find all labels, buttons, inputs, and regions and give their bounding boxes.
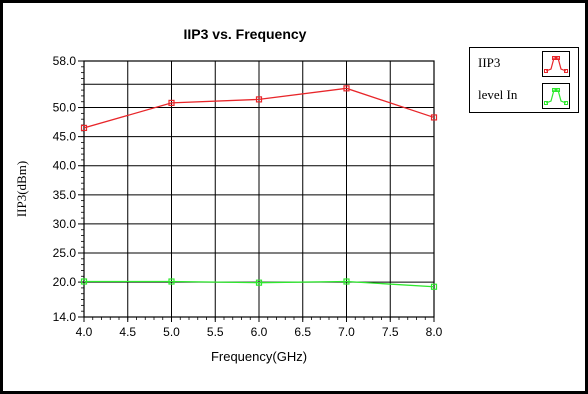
data-point [255,279,263,286]
x-tick-label: 6.5 [294,325,311,339]
x-axis-label: Frequency(GHz) [211,349,307,364]
data-point [343,85,350,92]
chart-title: IIP3 vs. Frequency [184,26,307,42]
y-tick-label: 14.0 [53,310,77,324]
x-tick-label: 4.5 [119,325,136,339]
data-point [430,283,438,290]
data-point [80,124,88,132]
x-tick-label: 4.0 [76,325,93,339]
data-point [255,96,263,103]
x-tick-label: 5.5 [207,325,224,339]
legend-swatch-level-in [542,83,570,109]
y-tick-label: 58.0 [53,54,77,68]
legend-item-level-in[interactable]: level In [470,81,578,111]
data-point [343,278,350,285]
y-tick-label: 20.0 [53,275,77,289]
series-line [84,280,435,288]
legend-swatch-iip3 [542,51,570,77]
series-line [83,87,435,129]
y-tick-label: 50.0 [53,101,77,115]
legend-label: IIP3 [478,55,501,70]
x-tick-label: 7.5 [382,325,399,339]
data-point [80,278,88,285]
y-tick-label: 40.0 [53,159,77,173]
x-tick-label: 7.0 [338,325,355,339]
y-tick-label: 45.0 [53,130,77,144]
x-tick-label: 5.0 [163,325,180,339]
y-tick-label: 35.0 [53,188,77,202]
x-tick-label: 8.0 [426,325,443,339]
x-tick-label: 6.0 [251,325,268,339]
legend-item-iip3[interactable]: IIP3 [470,49,578,79]
data-point [168,278,175,285]
chart: IIP3 vs. Frequency 14.0 20.0 25.0 30.0 35.0 4… [14,26,443,364]
y-axis: 14.0 20.0 25.0 30.0 35.0 40.0 45.0 50.0 58.0 [53,54,84,324]
x-axis: 4.0 4.5 5.0 5.5 6.0 6.5 7.0 7.5 8.0 [76,317,443,339]
y-tick-label: 25.0 [53,246,77,260]
legend: IIP3 level In [469,47,579,113]
y-tick-label: 30.0 [53,217,77,231]
data-point [168,99,175,106]
series-layer [80,85,438,290]
y-axis-label: IIP3(dBm) [14,161,29,217]
data-point [430,114,438,121]
legend-label: level In [478,87,518,102]
